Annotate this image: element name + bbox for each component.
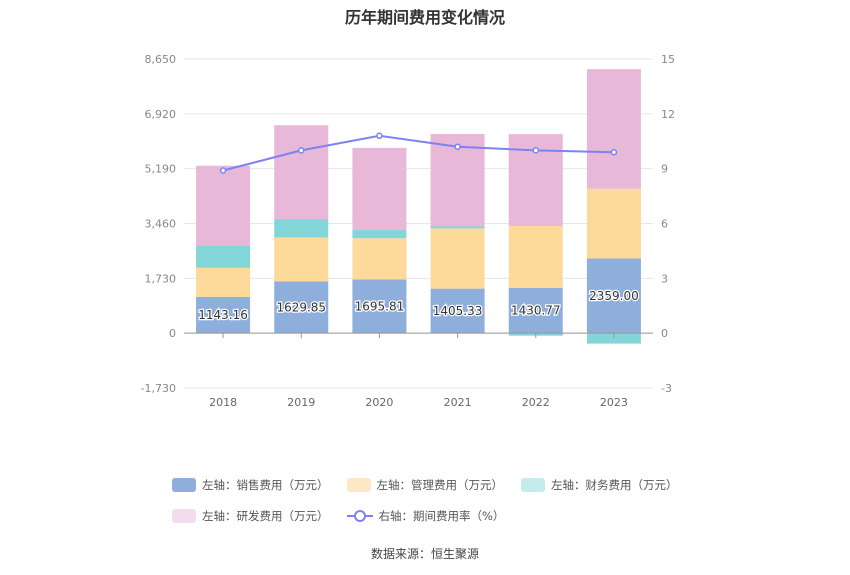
right-tick-label: 6 <box>661 218 668 231</box>
x-axis: 2018 2019 2020 2021 2022 2023 <box>184 332 653 409</box>
rate-point-2022 <box>532 147 539 154</box>
rate-point-2023 <box>610 148 618 156</box>
legend-label-finance: 左轴：财务费用（万元） <box>551 478 678 492</box>
bar-finance-2019 <box>274 219 329 238</box>
bar-rnd-2018 <box>196 165 251 246</box>
legend-label-rate: 右轴：期间费用率（%） <box>378 509 505 523</box>
left-tick-label: 3,460 <box>145 218 177 231</box>
bar-sales-2018 <box>196 296 251 334</box>
data-label-sales-2019: 1629.85 <box>276 300 326 314</box>
bar-admin-2018 <box>196 267 251 297</box>
x-tick-label: 2021 <box>444 396 472 409</box>
bar-sales-2023 <box>586 258 641 334</box>
bar-finance-2021 <box>430 226 485 229</box>
right-axis-ticks: 15 12 9 6 3 0 -3 <box>661 53 675 395</box>
data-label-sales-2023: 2359.00 <box>589 289 639 303</box>
bar-admin-2022 <box>508 226 563 288</box>
legend-item-rnd[interactable]: 左轴：研发费用（万元） <box>172 508 329 524</box>
right-tick-label: 15 <box>661 53 675 66</box>
legend-swatch-rate <box>346 509 373 523</box>
left-tick-label: 8,650 <box>145 53 177 66</box>
legend-label-admin: 左轴：管理费用（万元） <box>376 478 504 492</box>
rate-line-series <box>219 132 618 174</box>
data-label-sales-2021: 1405.33 <box>433 304 483 318</box>
rate-line <box>222 134 614 172</box>
bar-sales-2022 <box>508 287 563 334</box>
bar-rnd-2020 <box>352 147 407 230</box>
left-tick-label: 5,190 <box>145 163 177 176</box>
bar-finance-2023 <box>586 333 641 344</box>
legend-swatch-rnd <box>172 509 196 523</box>
x-tick-label: 2023 <box>600 396 628 409</box>
right-tick-label: 12 <box>661 108 675 121</box>
data-label-sales-2022: 1430.77 <box>511 303 561 317</box>
chart-canvas: 8,650 6,920 5,190 3,460 1,730 0 -1,730 15 12 9 6 3… <box>141 53 675 409</box>
left-tick-label: -1,730 <box>141 382 176 395</box>
x-tick-label: 2020 <box>365 396 393 409</box>
bar-rnd-2019 <box>274 125 329 220</box>
bar-sales-2020 <box>352 279 407 334</box>
bar-admin-2019 <box>274 237 329 282</box>
legend-item-admin[interactable]: 左轴：管理费用（万元） <box>346 477 504 493</box>
legend-label-sales: 左轴：销售费用（万元） <box>202 478 329 492</box>
data-source: 数据来源：恒生聚源 <box>370 547 479 561</box>
legend-item-finance[interactable]: 左轴：财务费用（万元） <box>521 477 678 493</box>
x-tick-label: 2019 <box>287 396 315 409</box>
bar-sales-2019 <box>274 281 329 334</box>
right-tick-label: 3 <box>661 272 668 285</box>
right-tick-label: 0 <box>661 327 668 340</box>
legend-label-rnd: 左轴：研发费用（万元） <box>202 509 329 523</box>
chart-title: 历年期间费用变化情况 <box>344 8 505 27</box>
bar-finance-2020 <box>352 229 407 239</box>
data-label-sales-2018: 1143.16 <box>198 308 248 322</box>
legend: 左轴：销售费用（万元） 左轴：管理费用（万元） 左轴：财务费用（万元） 左轴：研… <box>0 474 850 536</box>
rate-point-2020 <box>376 132 383 140</box>
legend-swatch-admin <box>346 478 371 492</box>
x-tick-label: 2018 <box>209 396 237 409</box>
bar-admin-2020 <box>352 238 407 280</box>
left-tick-label: 1,730 <box>145 272 177 285</box>
legend-item-sales[interactable]: 左轴：销售费用（万元） <box>172 477 329 493</box>
rate-point-2019 <box>298 147 305 154</box>
grid-lines <box>184 58 653 389</box>
bar-sales-2021 <box>430 288 485 334</box>
x-tick-label: 2022 <box>522 396 550 409</box>
right-tick-label: 9 <box>661 163 668 176</box>
left-axis-ticks: 8,650 6,920 5,190 3,460 1,730 0 -1,730 <box>141 53 176 395</box>
left-tick-label: 0 <box>169 327 176 340</box>
legend-swatch-finance <box>521 478 545 492</box>
rate-point-2021 <box>454 143 461 150</box>
left-tick-label: 6,920 <box>145 108 177 121</box>
bar-data-labels: 1143.16 1629.85 1695.81 1405.33 1430.77 2359.… <box>197 288 640 324</box>
legend-item-rate[interactable]: 右轴：期间费用率（%） <box>346 508 505 524</box>
bar-series <box>196 69 641 344</box>
right-tick-label: -3 <box>661 382 672 395</box>
legend-swatch-sales <box>172 478 196 492</box>
rate-point-2018 <box>219 167 227 174</box>
bar-admin-2021 <box>430 228 485 289</box>
bar-finance-2018 <box>196 245 251 268</box>
bar-rnd-2023 <box>586 69 641 189</box>
data-label-sales-2020: 1695.81 <box>355 299 405 313</box>
bar-admin-2023 <box>586 188 641 259</box>
